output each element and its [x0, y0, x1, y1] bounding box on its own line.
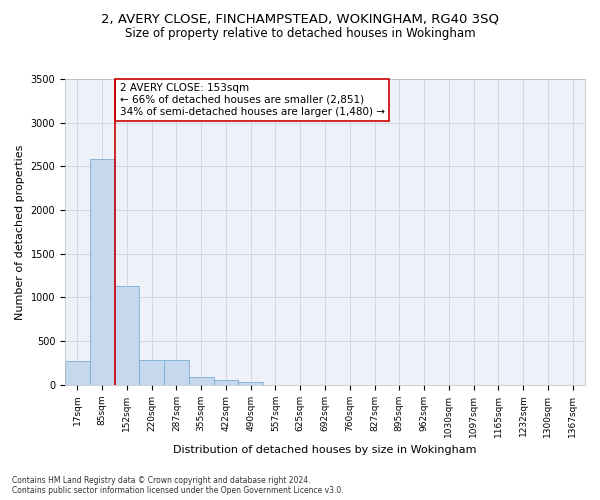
- Bar: [65, 361, 90, 385]
- Y-axis label: Number of detached properties: Number of detached properties: [15, 144, 25, 320]
- Bar: [164, 360, 189, 385]
- Bar: [189, 376, 214, 385]
- Text: 2, AVERY CLOSE, FINCHAMPSTEAD, WOKINGHAM, RG40 3SQ: 2, AVERY CLOSE, FINCHAMPSTEAD, WOKINGHAM…: [101, 12, 499, 26]
- Text: Size of property relative to detached houses in Wokingham: Size of property relative to detached ho…: [125, 28, 475, 40]
- Bar: [139, 360, 164, 385]
- Bar: [90, 160, 115, 385]
- Text: 2 AVERY CLOSE: 153sqm
← 66% of detached houses are smaller (2,851)
34% of semi-d: 2 AVERY CLOSE: 153sqm ← 66% of detached …: [119, 84, 385, 116]
- Text: Contains HM Land Registry data © Crown copyright and database right 2024.
Contai: Contains HM Land Registry data © Crown c…: [12, 476, 344, 495]
- X-axis label: Distribution of detached houses by size in Wokingham: Distribution of detached houses by size …: [173, 445, 477, 455]
- Bar: [238, 382, 263, 385]
- Bar: [214, 380, 238, 385]
- Bar: [115, 286, 139, 385]
